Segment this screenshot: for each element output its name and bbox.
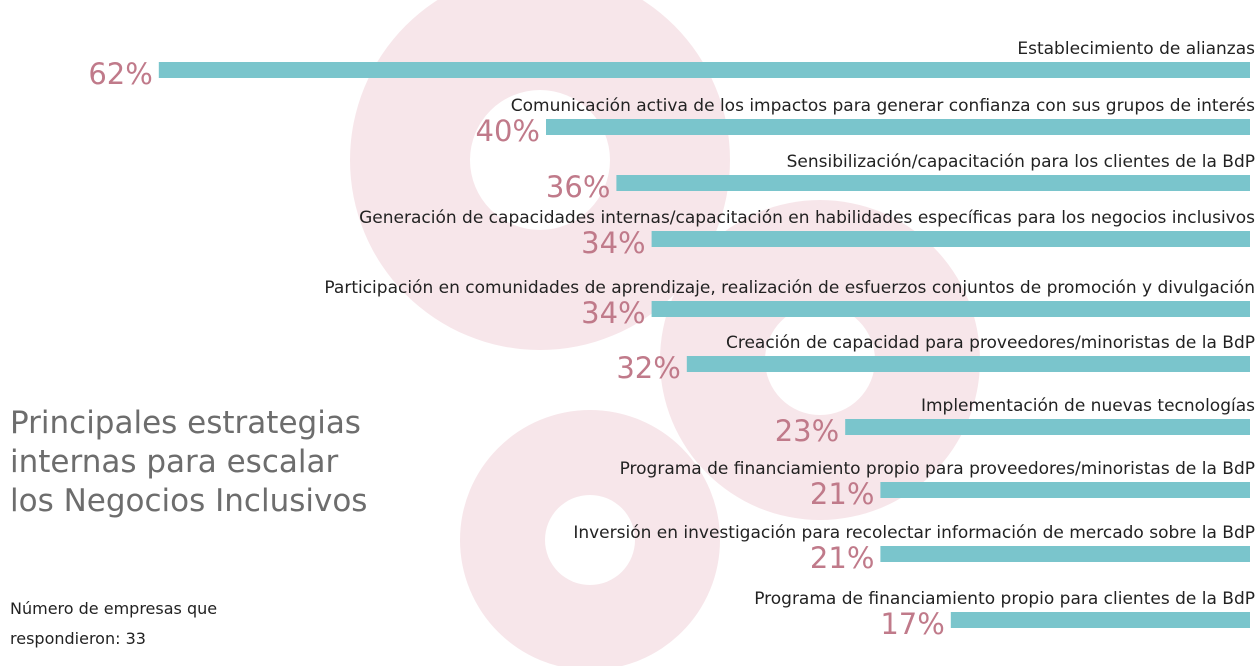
bar	[845, 419, 1250, 435]
value-label: 21%	[810, 477, 874, 511]
value-label: 21%	[810, 541, 874, 575]
category-label: Implementación de nuevas tecnologías	[921, 396, 1255, 416]
value-label: 36%	[546, 170, 610, 204]
value-label: 23%	[775, 414, 839, 448]
bar	[651, 231, 1250, 247]
bar	[880, 482, 1250, 498]
category-label: Creación de capacidad para proveedores/m…	[726, 333, 1255, 353]
category-label: Comunicación activa de los impactos para…	[511, 96, 1255, 116]
value-label: 34%	[581, 296, 645, 330]
bar	[950, 612, 1250, 628]
bar	[616, 175, 1250, 191]
category-label: Inversión en investigación para recolect…	[573, 523, 1255, 543]
bar	[880, 546, 1250, 562]
chart-subtitle: Número de empresas que respondieron: 33	[10, 599, 218, 648]
value-label: 62%	[88, 57, 152, 91]
category-label: Generación de capacidades internas/capac…	[359, 208, 1255, 228]
value-label: 34%	[581, 226, 645, 260]
category-label: Participación en comunidades de aprendiz…	[324, 278, 1255, 298]
bar	[651, 301, 1250, 317]
value-label: 40%	[476, 114, 540, 148]
bar	[546, 119, 1250, 135]
bar	[158, 62, 1250, 78]
category-label: Sensibilización/capacitación para los cl…	[787, 152, 1255, 172]
value-label: 17%	[880, 607, 944, 641]
bar	[686, 356, 1250, 372]
chart-title: Principales estrategias internas para es…	[10, 405, 368, 519]
value-label: 32%	[616, 351, 680, 385]
category-label: Programa de financiamiento propio para p…	[620, 459, 1255, 479]
category-label: Establecimiento de alianzas	[1017, 39, 1255, 59]
category-label: Programa de financiamiento propio para c…	[754, 589, 1255, 609]
